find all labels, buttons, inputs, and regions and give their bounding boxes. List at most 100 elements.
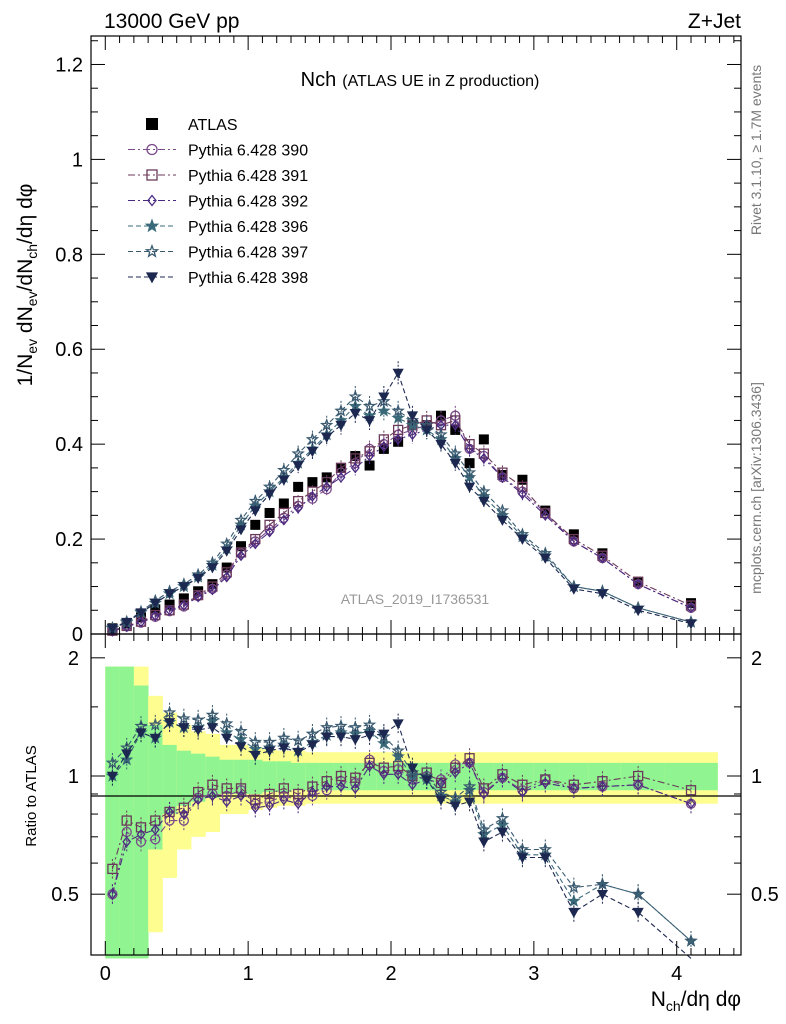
data-point — [192, 573, 204, 584]
ratio-point — [121, 815, 132, 826]
data-point — [596, 589, 609, 600]
data-point — [293, 502, 303, 514]
ratio-point — [264, 788, 275, 800]
data-point — [192, 589, 204, 601]
ratio-point — [121, 749, 133, 760]
ratio-point — [165, 806, 175, 818]
ratio-point — [235, 742, 247, 753]
data-point — [335, 420, 347, 432]
legend-marker — [146, 169, 158, 181]
chart-title-sub: (ATLAS UE in Z production) — [342, 73, 539, 90]
ratio-point — [250, 802, 260, 814]
header-left: 13000 GeV pp — [104, 10, 239, 33]
series-6 — [106, 361, 697, 635]
band-inner — [176, 750, 192, 806]
data-point — [178, 582, 190, 593]
band-inner — [362, 762, 378, 791]
data-point — [464, 458, 475, 469]
ratio-y-tick-label: 1 — [68, 766, 79, 788]
ratio-point — [633, 779, 643, 791]
data-point — [379, 440, 389, 453]
ratio-point — [421, 775, 433, 786]
ratio-point — [477, 822, 491, 836]
ratio-point — [632, 907, 644, 918]
band-inner — [248, 759, 263, 794]
series-line — [112, 424, 692, 632]
data-point — [363, 416, 376, 427]
data-point — [164, 599, 175, 610]
data-point — [263, 489, 276, 500]
data-point — [135, 608, 147, 619]
data-point — [265, 526, 275, 538]
ratio-series-2 — [107, 752, 696, 905]
data-point — [517, 488, 527, 500]
ratio-point — [293, 798, 303, 810]
ratio-point — [406, 763, 419, 774]
ratio-point — [236, 790, 246, 802]
main-panel: 0 0.2 0.4 0.6 0.8 1 1.2 Nch (ATLAS UE in Z prod… — [55, 35, 742, 646]
ratio-point — [497, 772, 507, 784]
data-point — [477, 484, 491, 498]
ratio-point — [205, 708, 220, 721]
data-point — [292, 495, 304, 507]
data-point — [633, 578, 643, 590]
ratio-line — [112, 712, 692, 942]
data-point — [478, 434, 489, 445]
ratio-point — [631, 887, 645, 900]
data-point — [165, 604, 175, 616]
ratio-point — [192, 725, 204, 736]
ratio-point — [539, 853, 551, 864]
ratio-point — [597, 781, 607, 793]
ratio-point — [278, 743, 290, 754]
data-point — [106, 624, 119, 635]
ratio-point — [392, 719, 404, 730]
y-tick-label: 0.6 — [55, 339, 83, 361]
data-point — [540, 509, 550, 521]
ratio-point — [379, 768, 389, 780]
data-point — [378, 392, 390, 403]
legend-marker — [145, 272, 159, 284]
x-tick-label: 3 — [528, 963, 539, 985]
ratio-point — [136, 828, 146, 840]
data-point — [391, 403, 405, 417]
legend-label: Pythia 6.428 392 — [188, 194, 308, 211]
ratio-point — [479, 788, 489, 800]
ratio-point — [207, 779, 218, 790]
data-point — [632, 606, 644, 617]
ratio-point — [320, 720, 334, 734]
data-point — [364, 460, 375, 471]
ratio-point — [179, 808, 189, 820]
ratio-ylabel: Ratio to ATLAS — [23, 745, 40, 846]
ratio-point — [349, 735, 361, 746]
ratio-point — [150, 824, 160, 836]
data-point — [277, 463, 291, 476]
watermark: ATLAS_2019_I1736531 — [341, 591, 490, 607]
data-point — [250, 519, 261, 530]
ratio-point — [335, 732, 347, 743]
data-point — [193, 591, 203, 603]
ratio-point — [235, 783, 247, 794]
ratio-point — [363, 731, 376, 742]
data-point — [264, 507, 275, 518]
data-point — [350, 462, 360, 474]
data-point — [463, 482, 476, 493]
ratio-point — [449, 801, 461, 812]
data-point — [235, 525, 247, 536]
data-point — [479, 452, 489, 464]
ratio-point — [450, 767, 460, 779]
ratio-point — [134, 719, 148, 732]
series-line — [112, 371, 692, 629]
data-point — [248, 494, 263, 507]
data-point — [150, 610, 160, 622]
ratio-series-5 — [106, 712, 692, 959]
data-point — [278, 475, 290, 486]
ratio-point — [222, 796, 232, 808]
ratio-point — [263, 746, 276, 757]
ratio-point — [435, 795, 447, 806]
legend-marker — [144, 218, 160, 233]
legend-marker — [146, 143, 158, 156]
data-point — [478, 496, 490, 507]
legend-label: Pythia 6.428 390 — [188, 143, 308, 160]
data-point — [178, 593, 189, 604]
ratio-point — [107, 888, 117, 900]
